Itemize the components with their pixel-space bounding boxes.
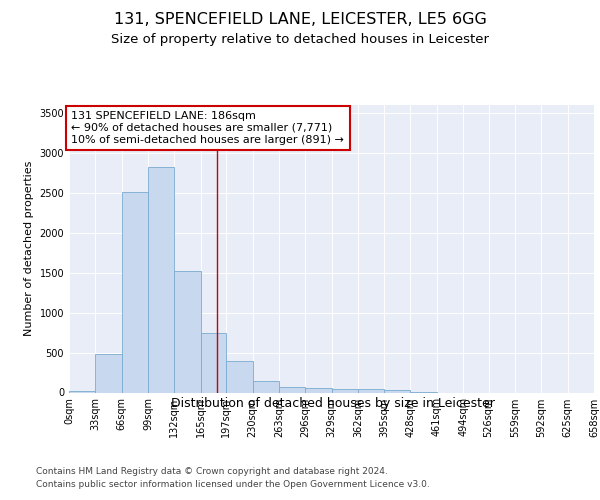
Bar (95, 354, 122, 393)
Text: Distribution of detached houses by size in Leicester: Distribution of detached houses by size … (171, 398, 495, 410)
Bar (200, 332, 226, 392)
Bar (253, 382, 279, 392)
Bar (358, 390, 384, 392)
Bar (226, 362, 253, 392)
Text: 131, SPENCEFIELD LANE, LEICESTER, LE5 6GG: 131, SPENCEFIELD LANE, LEICESTER, LE5 6G… (113, 12, 487, 28)
Bar (175, 271, 200, 392)
Bar (122, 192, 148, 392)
Bar (148, 168, 175, 392)
Bar (305, 388, 331, 392)
Bar (384, 390, 410, 392)
Text: Contains HM Land Registry data © Crown copyright and database right 2024.: Contains HM Land Registry data © Crown c… (36, 468, 388, 476)
Text: Contains public sector information licensed under the Open Government Licence v3: Contains public sector information licen… (36, 480, 430, 489)
Bar (69, 391, 95, 392)
Bar (279, 386, 305, 392)
Bar (331, 388, 358, 392)
Text: 131 SPENCEFIELD LANE: 186sqm
← 90% of detached houses are smaller (7,771)
10% of: 131 SPENCEFIELD LANE: 186sqm ← 90% of de… (71, 112, 344, 144)
Text: Size of property relative to detached houses in Leicester: Size of property relative to detached ho… (111, 32, 489, 46)
Y-axis label: Number of detached properties: Number of detached properties (24, 161, 34, 336)
